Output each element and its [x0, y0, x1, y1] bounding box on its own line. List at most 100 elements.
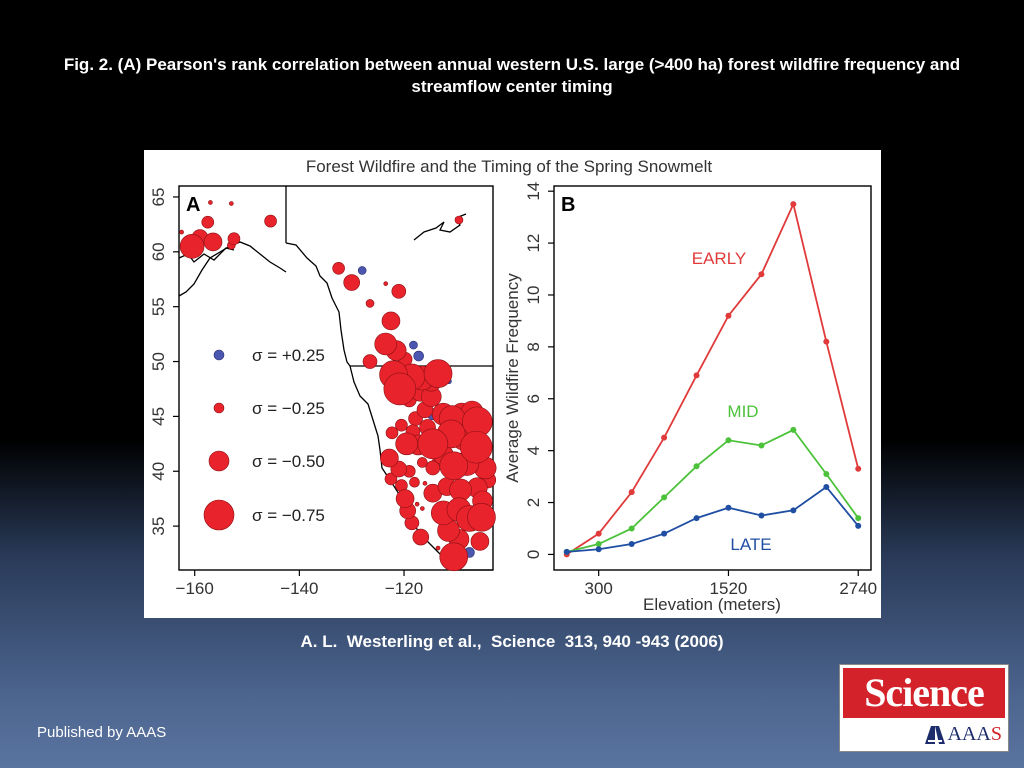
- map-point: [374, 332, 398, 356]
- map-point: [395, 418, 408, 432]
- series-point-mid: [628, 525, 635, 532]
- map-point: [470, 532, 490, 551]
- map-point: [467, 503, 496, 532]
- series-point-late: [661, 530, 668, 537]
- map-point: [454, 215, 464, 225]
- map-point: [203, 232, 223, 252]
- map-point: [417, 457, 428, 468]
- series-point-early: [595, 530, 602, 537]
- map-point: [391, 284, 407, 299]
- legend-label: σ = −0.25: [252, 399, 325, 418]
- series-point-late: [725, 504, 732, 511]
- map-point: [439, 542, 469, 572]
- map-point: [383, 281, 389, 286]
- panel-a-y-tick-label: 40: [149, 462, 168, 481]
- map-point: [435, 545, 441, 551]
- series-label-mid: MID: [727, 402, 758, 421]
- map-point: [380, 448, 399, 468]
- panel-a-axes: −160 −140 −120 35 40 45 50 55 60 65: [149, 188, 423, 598]
- map-point: [229, 201, 234, 206]
- series-point-mid: [595, 541, 602, 548]
- map-point: [383, 372, 417, 406]
- series-point-mid: [661, 494, 668, 501]
- panel-b-y-tick-label: 8: [524, 342, 543, 351]
- series-point-early: [855, 465, 862, 472]
- series-point-mid: [855, 515, 862, 522]
- panel-b-y-tick-label: 12: [524, 234, 543, 253]
- series-point-early: [725, 312, 732, 319]
- panel-a-x-tick-label: −140: [280, 579, 318, 598]
- map-point: [227, 232, 241, 245]
- panel-a-x-tick-label: −120: [385, 579, 423, 598]
- series-line-mid: [566, 428, 859, 553]
- series-point-early: [628, 489, 635, 496]
- series-point-early: [661, 434, 668, 441]
- legend-dot: [213, 349, 225, 361]
- series-point-mid: [758, 442, 765, 449]
- series-point-late: [563, 548, 570, 555]
- map-point: [179, 234, 205, 259]
- map-point: [412, 528, 430, 546]
- panel-a-label: A: [186, 194, 200, 216]
- panel-b-y-axis-label: Average Wildfire Frequency: [503, 273, 522, 483]
- series-point-early: [693, 372, 700, 379]
- panel-b-y-tick-label: 14: [524, 182, 543, 201]
- map-point: [395, 432, 418, 456]
- map-point: [357, 266, 367, 275]
- map-point: [417, 428, 449, 460]
- map-point: [362, 354, 378, 369]
- panel-a-x-tick-label: −160: [176, 579, 214, 598]
- figure-title: Forest Wildfire and the Timing of the Sp…: [306, 157, 713, 176]
- map-point: [332, 261, 345, 275]
- legend-label: σ = −0.75: [252, 506, 325, 525]
- science-wordmark: Science: [843, 668, 1005, 718]
- aaas-wordmark: AAAS: [924, 721, 1002, 747]
- panel-b-y-tick-label: 2: [524, 498, 543, 507]
- map-point: [208, 200, 213, 205]
- figure-image: Forest Wildfire and the Timing of the Sp…: [144, 150, 881, 618]
- series-line-early: [566, 201, 860, 556]
- panel-a-y-tick-label: 35: [149, 517, 168, 536]
- citation: A. L. Westerling et al., Science 313, 94…: [300, 632, 724, 651]
- panel-a-y-tick-label: 45: [149, 407, 168, 426]
- alaska-panhandle: [285, 242, 351, 367]
- panel-b-label: B: [561, 194, 575, 216]
- series-label-late: LATE: [730, 535, 771, 554]
- panel-b-series: EARLY MID LATE: [563, 201, 862, 558]
- west-coast: [349, 365, 457, 571]
- map-point: [179, 229, 184, 235]
- panel-a-y-tick-label: 50: [149, 352, 168, 371]
- series-point-early: [790, 201, 797, 208]
- legend-label: σ = +0.25: [252, 346, 325, 365]
- map-point: [385, 426, 399, 440]
- legend-dot: [208, 450, 230, 472]
- legend-dot: [213, 402, 225, 414]
- map-point: [343, 274, 360, 291]
- map-point: [365, 299, 375, 308]
- panel-b-x-axis-label: Elevation (meters): [643, 595, 781, 614]
- map-point: [413, 350, 424, 362]
- series-point-late: [628, 541, 635, 548]
- publisher-note: Published by AAAS: [37, 724, 167, 741]
- panel-a-points: [179, 200, 497, 572]
- series-point-late: [855, 522, 862, 529]
- panel-b-x-tick-label: 300: [584, 579, 612, 598]
- series-point-late: [595, 546, 602, 553]
- series-point-early: [823, 338, 830, 345]
- series-point-mid: [823, 471, 830, 477]
- map-point: [384, 472, 398, 486]
- series-point-mid: [725, 437, 732, 444]
- panel-a-y-tick-label: 60: [149, 242, 168, 261]
- panel-b-y-tick-label: 10: [524, 286, 543, 305]
- map-point: [414, 501, 420, 507]
- panel-b-x-tick-label: 1520: [710, 579, 748, 598]
- aaas-mark-icon: [924, 726, 945, 744]
- series-line-late: [566, 485, 859, 553]
- series-point-early: [758, 271, 765, 278]
- panel-b-axes: 300 1520 2740 0 2 4 6 8 10 12 14: [524, 182, 877, 598]
- map-point: [459, 430, 493, 464]
- panel-b-y-tick-label: 0: [524, 550, 543, 559]
- map-point: [264, 214, 277, 228]
- series-point-late: [758, 512, 765, 519]
- map-point: [381, 311, 401, 331]
